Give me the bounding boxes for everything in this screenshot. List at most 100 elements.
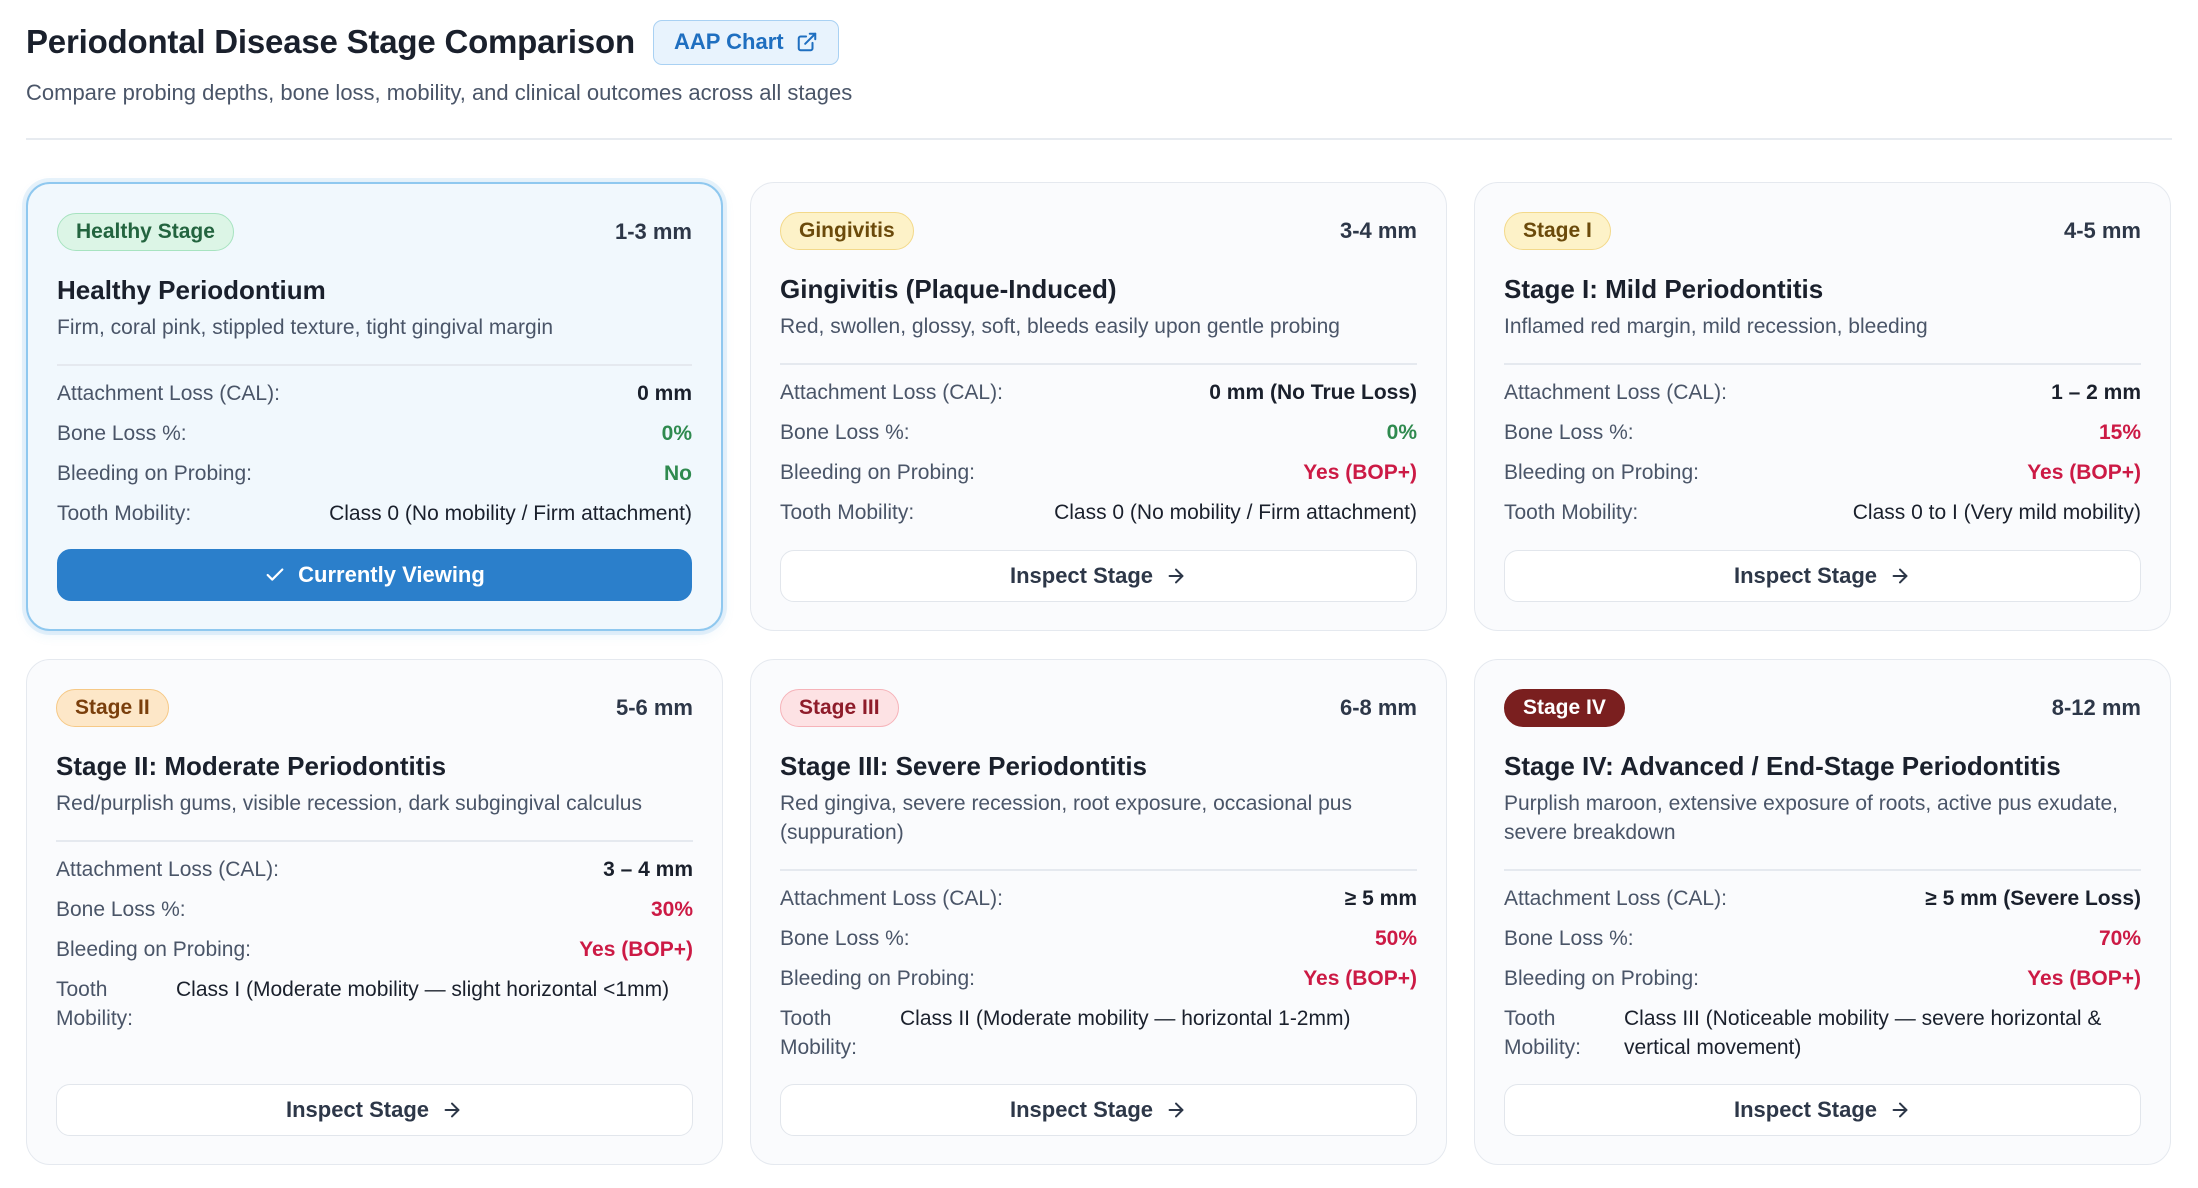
metric-bleeding: Bleeding on Probing: Yes (BOP+) — [1504, 458, 2141, 498]
stage-description: Red gingiva, severe recession, root expo… — [780, 792, 1352, 844]
stage-description: Firm, coral pink, stippled texture, tigh… — [57, 316, 554, 339]
inspect-stage-button[interactable]: Inspect Stage — [1504, 550, 2141, 602]
card-divider — [57, 364, 692, 366]
metric-label: Attachment Loss (CAL): — [780, 887, 1003, 910]
metric-cal: Attachment Loss (CAL): ≥ 5 mm — [780, 884, 1417, 924]
metric-value: 0 mm — [637, 382, 692, 405]
metric-value: ≥ 5 mm — [1344, 887, 1417, 910]
button-label: Inspect Stage — [285, 1097, 430, 1122]
stage-badge: Stage I — [1504, 212, 1611, 250]
currently-viewing-button[interactable]: Currently Viewing — [57, 549, 692, 601]
metric-label: Tooth Mobility: — [1504, 501, 1639, 524]
probing-depth: 3-4 mm — [1339, 218, 1417, 243]
metric-value: 15% — [2098, 421, 2141, 444]
arrow-right-icon — [444, 1102, 460, 1118]
button-label: Inspect Stage — [1733, 563, 1878, 588]
metric-bone-loss: Bone Loss %: 0% — [57, 419, 692, 459]
stage-badge: Stage III — [780, 689, 899, 727]
metric-bleeding: Bleeding on Probing: Yes (BOP+) — [780, 458, 1417, 498]
metric-cal: Attachment Loss (CAL): 0 mm (No True Los… — [780, 378, 1417, 418]
metric-mobility: Tooth Mobility: Class 0 (No mobility / F… — [780, 498, 1417, 538]
metric-cal: Attachment Loss (CAL): 3 – 4 mm — [56, 855, 693, 895]
aap-chart-button[interactable]: AAP Chart — [652, 19, 839, 65]
metric-value: Yes (BOP+) — [1303, 461, 1417, 484]
metric-bleeding: Bleeding on Probing: Yes (BOP+) — [1504, 964, 2141, 1004]
metric-label: Bleeding on Probing: — [780, 461, 975, 484]
stage-title: Stage IV: Advanced / End-Stage Periodont… — [1504, 751, 2061, 781]
metric-cal: Attachment Loss (CAL): 1 – 2 mm — [1504, 378, 2141, 418]
card-divider — [56, 840, 693, 842]
metric-label: Attachment Loss (CAL): — [1504, 381, 1727, 404]
metric-label: Bleeding on Probing: — [56, 938, 251, 961]
inspect-stage-button[interactable]: Inspect Stage — [1504, 1084, 2141, 1136]
header-divider — [26, 138, 2172, 140]
metric-cal: Attachment Loss (CAL): 0 mm — [57, 379, 692, 419]
metric-value: 0% — [661, 422, 692, 445]
metric-bone-loss: Bone Loss %: 15% — [1504, 418, 2141, 458]
metric-label: Tooth Mobility: — [56, 978, 134, 1030]
metric-bone-loss: Bone Loss %: 70% — [1504, 924, 2141, 964]
metric-label: Attachment Loss (CAL): — [780, 381, 1003, 404]
stage-badge: Stage IV — [1504, 689, 1625, 727]
metric-cal: Attachment Loss (CAL): ≥ 5 mm (Severe Lo… — [1504, 884, 2141, 924]
card-divider — [780, 869, 1417, 871]
probing-depth: 5-6 mm — [615, 695, 693, 720]
metric-label: Bone Loss %: — [56, 898, 186, 921]
metric-label: Bleeding on Probing: — [57, 462, 252, 485]
metric-value: Yes (BOP+) — [2027, 967, 2141, 990]
metric-label: Bleeding on Probing: — [1504, 461, 1699, 484]
metric-label: Attachment Loss (CAL): — [56, 858, 279, 881]
metric-label: Bleeding on Probing: — [1504, 967, 1699, 990]
stage-card-healthy: Healthy Stage 1-3 mm Healthy Periodontiu… — [26, 182, 723, 631]
arrow-right-icon — [1168, 568, 1184, 584]
metric-label: Bone Loss %: — [780, 927, 910, 950]
metric-bone-loss: Bone Loss %: 0% — [780, 418, 1417, 458]
metric-label: Bone Loss %: — [1504, 927, 1634, 950]
inspect-stage-button[interactable]: Inspect Stage — [780, 550, 1417, 602]
arrow-right-icon — [1892, 568, 1908, 584]
page-header: Periodontal Disease Stage Comparison AAP… — [26, 0, 2172, 140]
metric-value: 3 – 4 mm — [603, 858, 693, 881]
metric-mobility: Tooth Mobility: Class 0 to I (Very mild … — [1504, 498, 2141, 538]
stage-title: Healthy Periodontium — [57, 275, 326, 305]
inspect-stage-button[interactable]: Inspect Stage — [56, 1084, 693, 1136]
stage-title: Stage II: Moderate Periodontitis — [56, 751, 447, 781]
stage-title: Gingivitis (Plaque-Induced) — [780, 274, 1117, 304]
metric-label: Attachment Loss (CAL): — [57, 382, 280, 405]
stage-card-gingivitis: Gingivitis 3-4 mm Gingivitis (Plaque-Ind… — [750, 182, 1447, 631]
metric-mobility: Tooth Mobility: Class 0 (No mobility / F… — [57, 499, 692, 539]
metric-value: ≥ 5 mm (Severe Loss) — [1925, 887, 2141, 910]
page-subtitle: Compare probing depths, bone loss, mobil… — [26, 80, 853, 105]
metric-label: Bone Loss %: — [1504, 421, 1634, 444]
metric-value: 50% — [1374, 927, 1417, 950]
metric-label: Bone Loss %: — [57, 422, 187, 445]
title-row: Periodontal Disease Stage Comparison AAP… — [26, 18, 2172, 66]
card-divider — [1504, 869, 2141, 871]
card-divider — [1504, 363, 2141, 365]
metric-value: Yes (BOP+) — [579, 938, 693, 961]
metric-mobility: Tooth Mobility: Class II (Moderate mobil… — [780, 1004, 1417, 1062]
probing-depth: 6-8 mm — [1339, 695, 1417, 720]
metric-mobility: Tooth Mobility: Class III (Noticeable mo… — [1504, 1004, 2141, 1062]
metric-bleeding: Bleeding on Probing: Yes (BOP+) — [780, 964, 1417, 1004]
metric-bleeding: Bleeding on Probing: No — [57, 459, 692, 499]
stage-grid: Healthy Stage 1-3 mm Healthy Periodontiu… — [26, 182, 2172, 1165]
inspect-stage-button[interactable]: Inspect Stage — [780, 1084, 1417, 1136]
metric-label: Tooth Mobility: — [57, 502, 192, 525]
metric-label: Bleeding on Probing: — [780, 967, 975, 990]
stage-card-stage-1: Stage I 4-5 mm Stage I: Mild Periodontit… — [1474, 182, 2171, 631]
metric-value: 0 mm (No True Loss) — [1209, 381, 1417, 404]
metric-label: Attachment Loss (CAL): — [1504, 887, 1727, 910]
metric-bone-loss: Bone Loss %: 50% — [780, 924, 1417, 964]
metric-value: No — [664, 462, 692, 485]
check-icon — [266, 568, 284, 581]
stage-card-stage-2: Stage II 5-6 mm Stage II: Moderate Perio… — [26, 659, 723, 1165]
stage-card-stage-3: Stage III 6-8 mm Stage III: Severe Perio… — [750, 659, 1447, 1165]
button-label: Inspect Stage — [1733, 1097, 1878, 1122]
button-label: Inspect Stage — [1009, 563, 1154, 588]
stage-badge: Gingivitis — [780, 212, 914, 250]
metric-label: Tooth Mobility: — [1504, 1007, 1582, 1059]
metric-label: Bone Loss %: — [780, 421, 910, 444]
probing-depth: 4-5 mm — [2063, 218, 2141, 243]
metric-bone-loss: Bone Loss %: 30% — [56, 895, 693, 935]
